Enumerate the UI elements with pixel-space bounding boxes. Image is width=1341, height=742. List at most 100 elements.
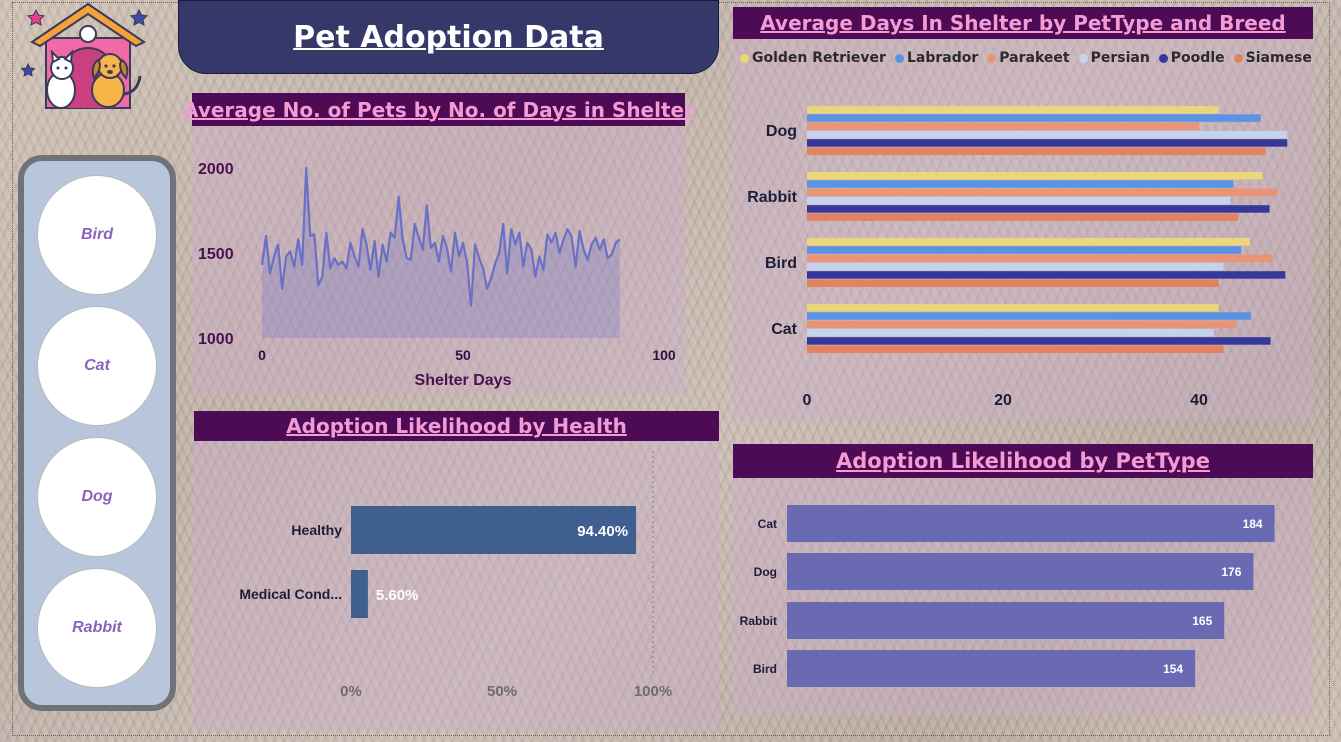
legend-swatch	[987, 53, 997, 63]
dashboard-title: Pet Adoption Data	[293, 19, 604, 55]
legend-swatch	[1233, 53, 1243, 63]
pet-house-icon	[20, 2, 149, 109]
breed-bar	[807, 172, 1263, 180]
breed-bar	[807, 320, 1237, 329]
category-label: Rabbit	[740, 614, 777, 628]
x-tick-label: 0	[803, 392, 812, 409]
breed-bar	[807, 337, 1271, 345]
breed-bar	[807, 312, 1251, 320]
legend-swatch	[740, 53, 749, 63]
breed-bar	[807, 345, 1224, 353]
legend-label: Siamese	[1245, 50, 1312, 66]
pettype-bar	[787, 505, 1275, 542]
health-bar	[351, 506, 637, 554]
breed-bar	[807, 114, 1261, 122]
legend-label: Golden Retriever	[752, 50, 886, 66]
breed-bar	[807, 122, 1199, 131]
x-tick-label: 100	[652, 347, 676, 363]
legend-item[interactable]: Poodle	[1158, 50, 1225, 66]
legend-label: Parakeet	[999, 50, 1070, 66]
health-chart: Healthy 94.40% Medical Cond... 5.60% 0% 50% 10…	[239, 451, 672, 700]
legend-swatch	[894, 53, 904, 63]
breed-bar	[807, 188, 1278, 197]
health-bar	[351, 570, 368, 618]
breed-bar	[807, 130, 1288, 139]
x-axis-title: Shelter Days	[415, 372, 512, 389]
data-label: 94.40%	[577, 523, 628, 540]
data-label: 184	[1243, 517, 1263, 531]
legend-swatch	[1078, 53, 1088, 63]
category-label: Bird	[765, 255, 797, 272]
health-chart-title: Adoption Likelihood by Health	[194, 411, 719, 441]
breed-chart-title: Average Days In Shelter by PetType and B…	[733, 7, 1313, 39]
breed-bar	[807, 246, 1242, 254]
slicer-button-rabbit[interactable]: Rabbit	[37, 568, 157, 688]
breed-bar	[807, 205, 1270, 213]
dashboard-title-banner: Pet Adoption Data	[178, 0, 719, 74]
breed-bar	[807, 254, 1273, 263]
breed-bar	[807, 304, 1219, 312]
x-tick-label: 50	[455, 347, 471, 363]
breed-bar	[807, 180, 1234, 188]
slicer-label: Cat	[84, 357, 110, 374]
legend-item[interactable]: Golden Retriever	[740, 50, 886, 66]
breed-bar	[807, 238, 1250, 246]
pettype-bar	[787, 602, 1225, 639]
breed-bar	[807, 262, 1224, 271]
data-label: 176	[1221, 565, 1241, 579]
x-tick-label: 0%	[340, 683, 362, 700]
category-label: Medical Cond...	[239, 586, 342, 602]
breed-bar	[807, 271, 1286, 279]
y-tick-label: 1000	[198, 331, 234, 348]
slicer-button-bird[interactable]: Bird	[37, 175, 157, 295]
legend-item[interactable]: Parakeet	[987, 50, 1070, 66]
data-label: 5.60%	[376, 587, 419, 604]
line-series	[260, 166, 621, 307]
line-chart-panel: Average No. of Pets by No. of Days in Sh…	[183, 93, 694, 395]
pettype-bar	[787, 650, 1196, 687]
line-chart-title: Average No. of Pets by No. of Days in Sh…	[183, 93, 694, 126]
pettype-bar	[787, 553, 1254, 590]
breed-bar	[807, 279, 1219, 287]
legend-label: Poodle	[1170, 50, 1225, 66]
breed-chart-legend: Golden Retriever Labrador Parakeet Persian P…	[740, 48, 1312, 68]
x-tick-label: 20	[994, 392, 1012, 409]
x-tick-label: 50%	[487, 683, 517, 700]
slicer-label: Bird	[81, 226, 113, 243]
breed-bar	[807, 196, 1231, 205]
data-label: 165	[1192, 614, 1212, 628]
slicer-label: Dog	[81, 488, 113, 505]
y-tick-label: 2000	[198, 161, 234, 178]
legend-item[interactable]: Siamese	[1233, 50, 1312, 66]
breed-bar	[807, 139, 1288, 147]
category-label: Rabbit	[747, 189, 797, 206]
breed-bar	[807, 328, 1214, 337]
x-tick-label: 100%	[634, 683, 672, 700]
legend-item[interactable]: Persian	[1078, 50, 1150, 66]
pettype-chart-panel: Adoption Likelihood by PetType Cat 184 Dog…	[733, 444, 1313, 716]
category-label: Cat	[758, 517, 777, 531]
category-label: Dog	[754, 565, 777, 579]
breed-bar	[807, 147, 1266, 155]
breed-bar	[807, 106, 1219, 114]
x-tick-label: 0	[258, 347, 266, 363]
slicer-label: Rabbit	[72, 619, 122, 636]
pet-house-logo	[18, 2, 156, 112]
legend-label: Persian	[1090, 50, 1150, 66]
pettype-chart: Cat 184 Dog 176 Rabbit 165 Bird 154	[740, 505, 1275, 687]
line-chart: 2000 1500 1000 0 50 100 Shelter Days	[198, 161, 676, 389]
y-tick-label: 1500	[198, 246, 234, 263]
legend-swatch	[1158, 53, 1168, 63]
data-label: 154	[1163, 662, 1183, 676]
slicer-button-dog[interactable]: Dog	[37, 437, 157, 557]
x-tick-label: 40	[1190, 392, 1208, 409]
breed-bar	[807, 213, 1239, 221]
category-label: Cat	[771, 321, 797, 338]
breed-chart: Dog Rabbit Bird Cat 0 20 40	[747, 106, 1288, 409]
legend-label: Labrador	[906, 50, 979, 66]
category-label: Dog	[766, 123, 797, 140]
legend-item[interactable]: Labrador	[894, 50, 979, 66]
pettype-chart-title: Adoption Likelihood by PetType	[733, 444, 1313, 478]
slicer-button-cat[interactable]: Cat	[37, 306, 157, 426]
category-label: Bird	[753, 662, 777, 676]
